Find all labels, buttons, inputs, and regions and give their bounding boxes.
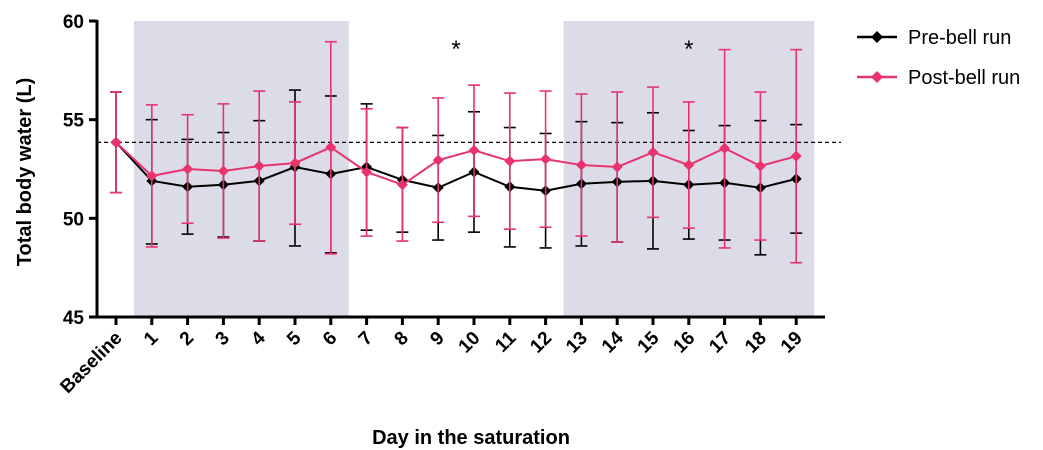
point-1-1 (146, 170, 158, 182)
point-1-4 (253, 160, 265, 172)
x-tick-label-5: 5 (283, 327, 306, 350)
x-tick-label-14: 14 (598, 327, 628, 357)
point-1-16 (683, 159, 695, 171)
point-1-13 (575, 159, 587, 171)
axes (95, 20, 825, 319)
x-tick-label-8: 8 (391, 328, 413, 350)
x-ticks: Baseline 1 2 3 4 5 6 7 8 9 10 11 12 13 14 15 16 17 18 19 (56, 317, 807, 398)
x-tick-label-16: 16 (670, 328, 700, 358)
x-axis-title: Day in the saturation (372, 427, 570, 449)
legend-label-pre: Pre-bell run (908, 27, 1011, 49)
point-1-9 (432, 154, 444, 166)
point-1-14 (611, 161, 623, 173)
legend-label-post: Post-bell run (908, 67, 1020, 89)
x-tick-label-4: 4 (247, 327, 270, 350)
legend-entry-post: Post-bell run (857, 67, 1020, 89)
series-layer (110, 40, 803, 264)
legend-marker-post (871, 71, 883, 83)
point-1-3 (217, 165, 229, 177)
x-tick-label-13: 13 (562, 328, 592, 358)
point-1-11 (504, 155, 516, 167)
x-tick-label-11: 11 (491, 327, 520, 356)
point-1-2 (182, 163, 194, 175)
y-axis-title: Total body water (L) (14, 78, 36, 267)
legend-entry-pre: Pre-bell run (857, 27, 1011, 49)
point-1-10 (468, 144, 480, 156)
y-tick-label-60: 60 (63, 12, 84, 33)
x-tick-label-3: 3 (212, 328, 234, 350)
x-tick-label-7: 7 (355, 328, 377, 350)
x-tick-label-Baseline: Baseline (56, 328, 126, 398)
legend-marker-pre (871, 31, 883, 43)
x-tick-label-12: 12 (526, 328, 556, 358)
point-1-18 (754, 160, 766, 172)
y-tick-label-50: 50 (63, 209, 84, 230)
point-1-6 (325, 141, 337, 153)
point-1-17 (719, 142, 731, 154)
legend: Pre-bell run Post-bell run (857, 27, 1020, 89)
point-1-15 (647, 146, 659, 158)
x-tick-label-15: 15 (634, 327, 664, 357)
x-tick-label-1: 1 (140, 327, 163, 350)
x-tick-label-10: 10 (455, 328, 485, 358)
point-1-8 (396, 179, 408, 191)
series-1 (110, 40, 803, 264)
x-tick-label-2: 2 (176, 328, 198, 350)
y-ticks: 45 50 55 60 (63, 12, 97, 329)
significance-marker-0: * (451, 36, 460, 63)
point-1-19 (790, 150, 802, 162)
x-tick-label-19: 19 (777, 328, 807, 358)
point-1-12 (540, 153, 552, 165)
point-1-5 (289, 157, 301, 169)
x-tick-label-9: 9 (426, 328, 448, 350)
series-line-0 (115, 141, 797, 192)
y-tick-label-55: 55 (63, 111, 85, 132)
series-line-1 (115, 141, 797, 186)
point-1-Baseline (110, 136, 122, 148)
y-tick-label-45: 45 (63, 308, 85, 329)
annotations: * * (451, 36, 693, 63)
x-tick-label-18: 18 (741, 328, 771, 358)
x-tick-label-6: 6 (319, 328, 341, 350)
significance-marker-1: * (684, 36, 693, 63)
x-tick-label-17: 17 (705, 328, 735, 358)
point-1-7 (361, 166, 373, 178)
